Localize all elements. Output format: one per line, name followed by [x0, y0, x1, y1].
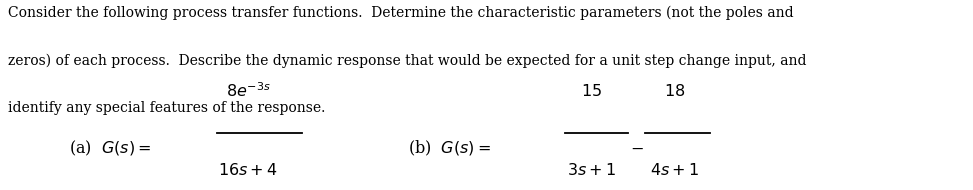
Text: $3s+1$: $3s+1$	[567, 162, 616, 179]
Text: $8e^{-3s}$: $8e^{-3s}$	[226, 82, 270, 101]
Text: (b)  $G(s) =$: (b) $G(s) =$	[409, 139, 491, 158]
Text: $15$: $15$	[581, 83, 602, 100]
Text: zeros) of each process.  Describe the dynamic response that would be expected fo: zeros) of each process. Describe the dyn…	[8, 53, 807, 68]
Text: $16s+4$: $16s+4$	[218, 162, 278, 179]
Text: Consider the following process transfer functions.  Determine the characteristic: Consider the following process transfer …	[8, 6, 793, 20]
Text: $18$: $18$	[664, 83, 685, 100]
Text: $-$: $-$	[631, 140, 644, 157]
Text: identify any special features of the response.: identify any special features of the res…	[8, 101, 325, 115]
Text: (a)  $G(s) =$: (a) $G(s) =$	[68, 139, 151, 158]
Text: $4s+1$: $4s+1$	[650, 162, 699, 179]
